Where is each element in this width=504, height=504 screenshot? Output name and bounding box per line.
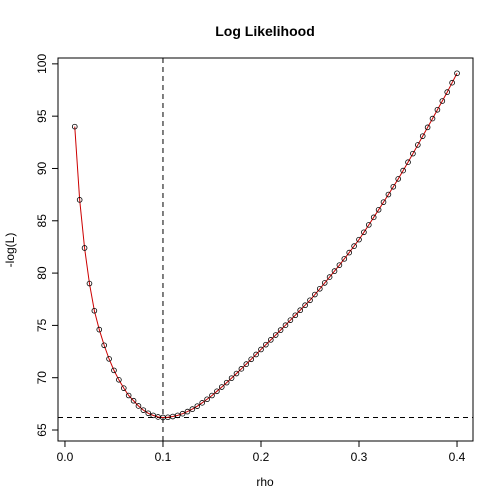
data-point — [351, 243, 357, 249]
data-point — [326, 274, 333, 280]
data-point — [76, 197, 83, 203]
data-point — [116, 376, 122, 383]
x-tick-label: 0.1 — [155, 450, 172, 464]
data-point — [96, 326, 103, 333]
data-point — [86, 280, 93, 287]
data-point — [111, 367, 117, 374]
data-point — [179, 410, 186, 417]
data-point — [204, 396, 210, 403]
data-point — [106, 356, 112, 362]
data-point — [258, 346, 264, 353]
y-tick-label: 65 — [35, 423, 49, 437]
data-point — [125, 392, 132, 399]
y-tick-label: 85 — [35, 214, 49, 228]
data-point — [101, 342, 107, 349]
data-point — [297, 307, 303, 314]
x-axis-label: rho — [256, 475, 274, 489]
data-point — [331, 268, 338, 274]
data-point — [263, 341, 269, 348]
chart-title: Log Likelihood — [215, 23, 315, 39]
data-point — [140, 407, 147, 413]
data-point — [130, 397, 137, 404]
data-point — [356, 236, 362, 243]
y-tick-label: 100 — [35, 54, 49, 74]
data-point — [449, 79, 455, 86]
data-point — [184, 408, 191, 415]
data-point — [81, 245, 88, 251]
data-point — [415, 142, 421, 148]
data-point — [307, 297, 313, 304]
data-point — [214, 388, 220, 395]
data-point — [419, 133, 426, 139]
data-point — [91, 307, 98, 314]
data-point — [287, 317, 294, 323]
data-point — [248, 356, 254, 363]
data-point — [336, 262, 343, 268]
data-point — [223, 379, 230, 386]
data-point — [120, 385, 127, 391]
data-point — [238, 366, 245, 372]
data-point — [267, 337, 274, 343]
data-point — [302, 302, 308, 309]
data-point — [434, 106, 441, 113]
data-point — [370, 214, 377, 221]
data-point — [400, 167, 406, 174]
data-point — [253, 351, 259, 358]
data-point — [321, 280, 328, 286]
data-point — [233, 370, 240, 377]
data-point — [282, 322, 289, 328]
data-point — [380, 199, 387, 205]
data-point — [135, 403, 142, 409]
data-point — [218, 384, 225, 390]
x-tick-label: 0.0 — [57, 450, 74, 464]
data-point — [361, 229, 367, 236]
data-point — [199, 400, 205, 406]
data-point — [189, 406, 196, 412]
data-point — [375, 206, 382, 213]
data-point — [390, 183, 397, 190]
data-point — [405, 159, 411, 165]
data-point — [385, 191, 392, 198]
data-line — [74, 73, 458, 418]
data-point — [209, 392, 215, 399]
plot-frame — [57, 57, 474, 442]
data-point — [424, 124, 431, 131]
data-point — [243, 361, 250, 367]
y-tick-label: 70 — [35, 371, 49, 385]
x-tick-label: 0.4 — [449, 450, 466, 464]
data-point — [317, 285, 323, 292]
data-point — [145, 410, 152, 417]
y-axis-label: -log(L) — [3, 233, 17, 268]
data-point — [292, 312, 299, 319]
y-tick-label: 75 — [35, 318, 49, 332]
data-point — [277, 327, 284, 333]
data-point — [194, 403, 201, 409]
y-tick-label: 95 — [35, 109, 49, 123]
data-point — [150, 412, 156, 419]
data-point — [228, 375, 235, 381]
data-point — [174, 412, 181, 419]
data-point — [429, 115, 436, 122]
data-point — [346, 249, 353, 256]
data-point — [444, 89, 451, 95]
y-tick-label: 90 — [35, 161, 49, 175]
data-point — [439, 98, 446, 104]
data-point — [312, 291, 318, 298]
data-point — [395, 176, 402, 182]
y-tick-label: 80 — [35, 266, 49, 280]
data-point — [410, 150, 416, 157]
data-point — [341, 256, 348, 262]
data-point — [366, 222, 372, 228]
data-point — [272, 332, 279, 338]
x-tick-label: 0.3 — [351, 450, 368, 464]
x-tick-label: 0.2 — [253, 450, 270, 464]
data-point — [454, 70, 460, 77]
data-point — [71, 123, 78, 130]
